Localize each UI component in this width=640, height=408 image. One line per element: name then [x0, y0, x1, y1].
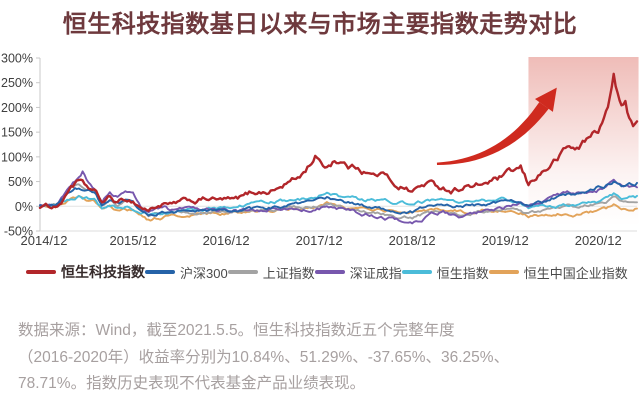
svg-text:2016/12: 2016/12 — [203, 233, 250, 248]
legend-item-hsi: 恒生指数 — [401, 263, 489, 282]
series-4 — [39, 191, 638, 216]
svg-text:-50%: -50% — [4, 225, 33, 239]
legend-item-hstech: 恒生科技指数 — [26, 262, 145, 282]
legend-swatch-blue — [145, 270, 175, 274]
svg-text:2020/12: 2020/12 — [575, 233, 622, 248]
line-chart: 300% 250% 200% 150% 100% 50% 0% -50%2014/12 2015… — [1, 52, 639, 248]
legend-label: 恒生指数 — [436, 265, 489, 281]
legend-label: 深证成指 — [349, 265, 402, 281]
legend-item-szse: 深证成指 — [314, 263, 402, 282]
data-source-note: 数据来源：Wind，截至2021.5.5。恒生科技指数近五个完整年度 （2016… — [18, 322, 510, 393]
legend-item-hscei: 恒生中国企业指数 — [488, 263, 628, 282]
svg-text:2018/12: 2018/12 — [389, 233, 436, 248]
svg-text:100%: 100% — [1, 150, 33, 164]
svg-text:2019/12: 2019/12 — [482, 233, 529, 248]
legend-label: 恒生中国企业指数 — [523, 265, 628, 281]
legend-swatch-orange — [488, 270, 519, 274]
trend-arrow — [436, 102, 549, 165]
legend-label: 恒生科技指数 — [61, 264, 145, 280]
legend-label: 沪深300 — [180, 265, 228, 281]
series-0 — [38, 72, 639, 213]
legend-swatch-purple — [314, 270, 345, 274]
legend-item-sse: 上证指数 — [227, 263, 315, 282]
legend-swatch-cyan — [401, 270, 432, 274]
svg-text:150%: 150% — [1, 126, 33, 140]
svg-text:200%: 200% — [1, 101, 33, 115]
legend-swatch-red — [26, 270, 56, 274]
svg-text:50%: 50% — [8, 175, 33, 189]
legend-label: 上证指数 — [262, 265, 315, 281]
svg-text:2017/12: 2017/12 — [296, 233, 343, 248]
legend-swatch-gray — [227, 270, 258, 274]
svg-text:2014/12: 2014/12 — [21, 233, 68, 248]
series-3 — [39, 170, 638, 225]
chart-legend: 恒生科技指数 沪深300 上证指数 深证成指 恒生指数 恒生中国企业指数 — [0, 262, 640, 282]
series-1 — [39, 180, 638, 217]
trend-arrow-head — [535, 87, 557, 112]
svg-text:2015/12: 2015/12 — [110, 233, 157, 248]
page-title: 恒生科技指数基日以来与市场主要指数走势对比 — [62, 11, 578, 38]
svg-text:300%: 300% — [1, 52, 33, 66]
svg-text:0%: 0% — [15, 200, 33, 214]
svg-text:250%: 250% — [1, 76, 33, 90]
chart-area: 300% 250% 200% 150% 100% 50% 0% -50% 2014/12 2015… — [0, 50, 640, 250]
legend-item-csi300: 沪深300 — [145, 263, 228, 282]
